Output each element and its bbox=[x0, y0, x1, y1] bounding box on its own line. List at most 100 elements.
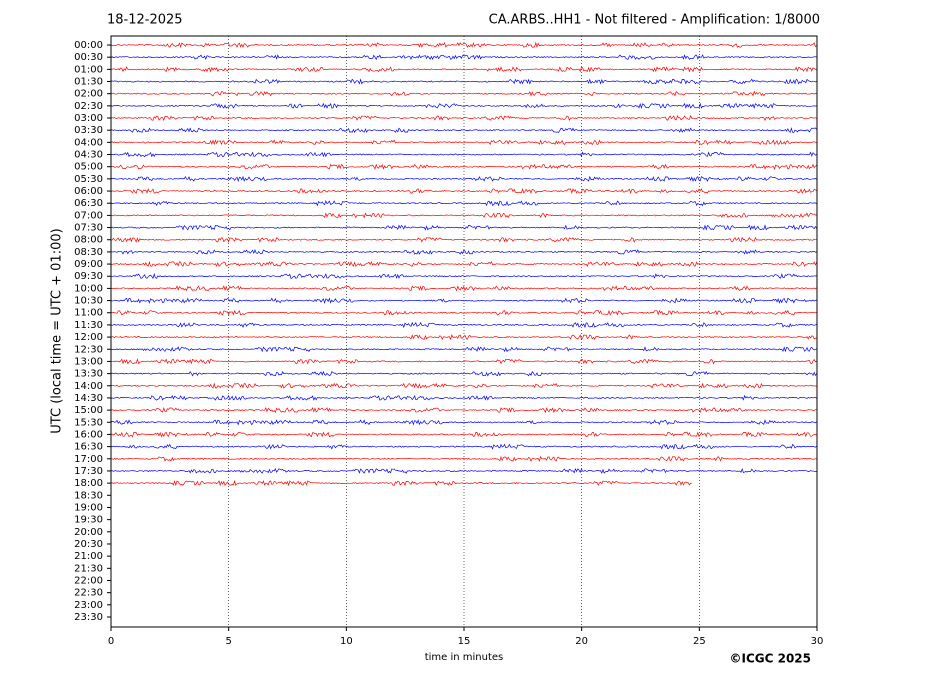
x-axis-label: time in minutes bbox=[425, 652, 504, 663]
trace bbox=[110, 370, 817, 377]
trace bbox=[110, 139, 817, 146]
y-tick-label: 18:30 bbox=[74, 490, 103, 501]
x-tick-label: 20 bbox=[575, 636, 588, 647]
y-tick-label: 18:00 bbox=[74, 478, 103, 489]
y-tick-label: 12:30 bbox=[74, 344, 103, 355]
x-tick-label: 5 bbox=[225, 636, 231, 647]
x-tick-label: 10 bbox=[340, 636, 353, 647]
y-tick-label: 03:00 bbox=[74, 113, 103, 124]
y-tick-label: 16:00 bbox=[74, 429, 103, 440]
y-tick-label: 01:30 bbox=[74, 77, 103, 88]
y-tick-label: 05:30 bbox=[74, 174, 103, 185]
plot-frame bbox=[110, 35, 818, 628]
trace bbox=[110, 394, 817, 401]
y-tick-label: 17:30 bbox=[74, 466, 103, 477]
trace bbox=[110, 431, 817, 438]
trace bbox=[110, 249, 817, 255]
y-tick-label: 11:30 bbox=[74, 320, 103, 331]
x-tick-label: 30 bbox=[811, 636, 824, 647]
trace bbox=[110, 321, 817, 329]
trace bbox=[110, 443, 817, 450]
y-tick-label: 19:00 bbox=[74, 502, 103, 513]
trace bbox=[110, 285, 817, 292]
y-tick-label: 13:00 bbox=[74, 356, 103, 367]
trace bbox=[110, 54, 817, 61]
y-tick-label: 02:30 bbox=[74, 101, 103, 112]
y-tick-label: 14:30 bbox=[74, 393, 103, 404]
y-tick-label: 04:30 bbox=[74, 150, 103, 161]
trace bbox=[111, 78, 817, 85]
trace bbox=[110, 114, 817, 122]
trace bbox=[110, 455, 817, 462]
y-axis-label: UTC (local time = UTC + 01:00) bbox=[50, 228, 65, 433]
y-tick-label: 08:30 bbox=[74, 247, 103, 258]
y-tick-label: 08:00 bbox=[74, 235, 103, 246]
y-tick-label: 10:30 bbox=[74, 296, 103, 307]
trace bbox=[110, 467, 817, 474]
y-tick-label: 04:00 bbox=[74, 137, 103, 148]
y-tick-label: 15:00 bbox=[74, 405, 103, 416]
y-tick-label: 23:00 bbox=[74, 600, 103, 611]
y-tick-label: 21:30 bbox=[74, 563, 103, 574]
date-label: 18-12-2025 bbox=[107, 13, 183, 28]
y-tick-label: 00:30 bbox=[74, 52, 103, 63]
y-tick-label: 07:00 bbox=[74, 210, 103, 221]
trace bbox=[110, 334, 817, 341]
y-tick-label: 17:00 bbox=[74, 454, 103, 465]
trace bbox=[110, 102, 817, 109]
y-tick-label: 01:00 bbox=[74, 64, 103, 75]
trace bbox=[110, 90, 817, 97]
y-tick-label: 14:00 bbox=[74, 381, 103, 392]
trace bbox=[110, 151, 817, 158]
trace bbox=[111, 260, 817, 267]
trace bbox=[110, 406, 817, 414]
trace bbox=[110, 236, 817, 243]
trace bbox=[110, 127, 817, 134]
y-tick-label: 12:00 bbox=[74, 332, 103, 343]
y-tick-label: 16:30 bbox=[74, 442, 103, 453]
trace bbox=[110, 382, 817, 389]
y-tick-label: 20:00 bbox=[74, 527, 103, 538]
y-tick-label: 09:30 bbox=[74, 271, 103, 282]
y-tick-label: 21:00 bbox=[74, 551, 103, 562]
y-tick-label: 22:00 bbox=[74, 575, 103, 586]
y-tick-label: 22:30 bbox=[74, 588, 103, 599]
y-tick-label: 07:30 bbox=[74, 223, 103, 234]
x-tick-label: 25 bbox=[693, 636, 706, 647]
y-tick-label: 09:00 bbox=[74, 259, 103, 270]
trace bbox=[110, 479, 692, 487]
y-tick-label: 02:00 bbox=[74, 89, 103, 100]
trace bbox=[110, 309, 817, 316]
trace bbox=[110, 66, 817, 73]
trace bbox=[110, 419, 817, 426]
y-tick-label: 13:30 bbox=[74, 369, 103, 380]
x-tick-label: 15 bbox=[458, 636, 471, 647]
y-tick-label: 05:00 bbox=[74, 162, 103, 173]
trace bbox=[110, 200, 817, 207]
y-tick-label: 15:30 bbox=[74, 417, 103, 428]
trace bbox=[110, 224, 817, 231]
trace bbox=[110, 163, 817, 170]
y-tick-label: 10:00 bbox=[74, 283, 103, 294]
trace bbox=[110, 346, 817, 353]
x-tick-label: 0 bbox=[108, 636, 114, 647]
trace bbox=[110, 41, 817, 49]
y-tick-label: 03:30 bbox=[74, 125, 103, 136]
y-tick-label: 19:30 bbox=[74, 515, 103, 526]
chart-title: CA.ARBS..HH1 - Not filtered - Amplificat… bbox=[489, 13, 820, 28]
y-tick-label: 23:30 bbox=[74, 612, 103, 623]
trace bbox=[110, 187, 817, 194]
trace bbox=[110, 212, 817, 219]
credit: ©ICGC 2025 bbox=[729, 652, 811, 666]
y-tick-label: 11:00 bbox=[74, 308, 103, 319]
trace bbox=[110, 297, 817, 304]
trace bbox=[110, 358, 817, 365]
y-tick-label: 06:30 bbox=[74, 198, 103, 209]
y-tick-label: 06:00 bbox=[74, 186, 103, 197]
y-tick-label: 00:00 bbox=[74, 40, 103, 51]
trace bbox=[110, 175, 817, 183]
trace bbox=[110, 272, 817, 280]
y-tick-label: 20:30 bbox=[74, 539, 103, 550]
